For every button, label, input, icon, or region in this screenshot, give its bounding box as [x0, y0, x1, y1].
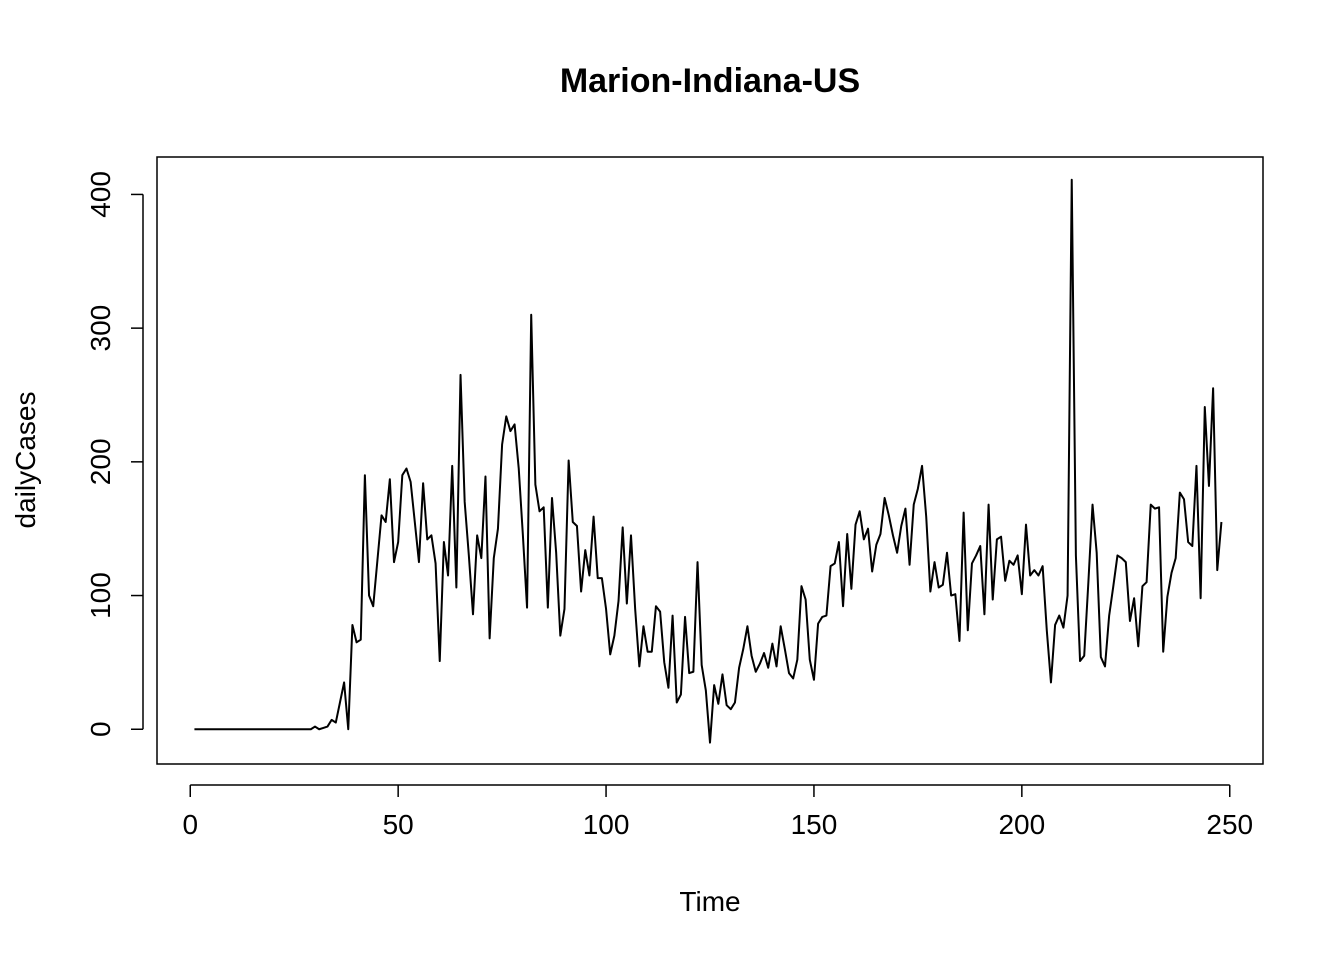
- plot-frame: [156, 156, 1264, 765]
- x-axis: 0 50 100 150 200 250: [182, 784, 1253, 840]
- y-axis: 0 100 200 300 400: [85, 171, 144, 737]
- x-tick-label: 0: [182, 809, 198, 840]
- y-axis-label: dailyCases: [10, 392, 41, 529]
- y-tick-label: 400: [85, 171, 116, 218]
- y-tick-label: 100: [85, 572, 116, 619]
- x-tick-label: 100: [583, 809, 630, 840]
- x-tick-label: 50: [383, 809, 414, 840]
- chart-title: Marion-Indiana-US: [560, 62, 860, 100]
- y-tick-label: 300: [85, 305, 116, 352]
- y-tick-label: 200: [85, 438, 116, 485]
- series-line-0: [194, 178, 1223, 744]
- x-tick-label: 250: [1206, 809, 1253, 840]
- series-layer: [194, 178, 1223, 744]
- y-tick-label: 0: [85, 721, 116, 737]
- x-axis-label: Time: [679, 886, 740, 917]
- x-tick-label: 150: [791, 809, 838, 840]
- x-tick-label: 200: [998, 809, 1045, 840]
